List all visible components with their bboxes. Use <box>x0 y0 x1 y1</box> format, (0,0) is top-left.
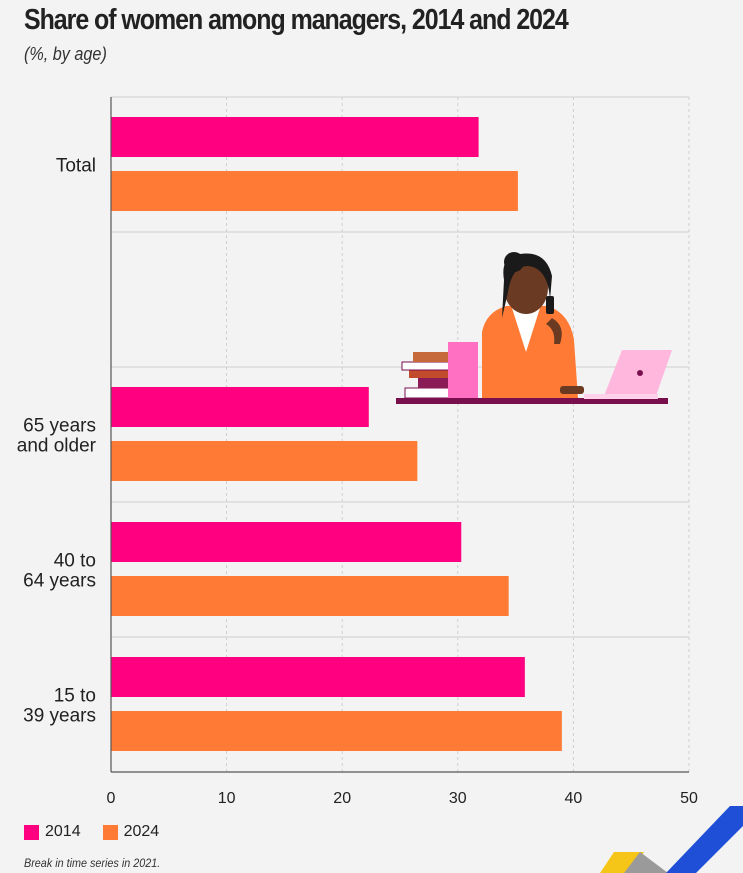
x-tick-label: 0 <box>107 790 116 807</box>
bar-2024 <box>111 441 418 481</box>
bar-2024 <box>111 171 518 211</box>
chart-subtitle: (%, by age) <box>24 44 107 64</box>
woman-on-phone-icon <box>482 252 584 398</box>
legend-label-2014: 2014 <box>45 823 81 840</box>
x-tick-label: 30 <box>449 790 467 807</box>
grid-lines <box>111 96 690 772</box>
bar-2014 <box>111 522 462 562</box>
category-label: 65 years <box>23 416 96 437</box>
legend-label-2024: 2024 <box>123 823 160 840</box>
x-tick-label: 40 <box>565 790 583 807</box>
laptop-icon <box>584 350 672 399</box>
book-stack-icon <box>401 342 478 399</box>
bar-2014 <box>111 657 525 697</box>
bar-2014 <box>111 387 369 427</box>
category-label: 64 years <box>23 571 96 592</box>
category-label: 15 to <box>54 686 96 707</box>
chart-title: Share of women among managers, 2014 and … <box>24 4 569 36</box>
legend-item-2024: 2024 <box>102 823 160 841</box>
category-label: and older <box>17 436 97 457</box>
x-tick-label: 10 <box>218 790 236 807</box>
desk-icon <box>396 398 668 404</box>
legend-item-2014: 2014 <box>24 823 81 841</box>
bars <box>111 117 562 751</box>
category-label: 39 years <box>23 706 96 727</box>
category-label: 40 to <box>54 551 96 572</box>
bar-2024 <box>111 711 562 751</box>
bar-2024 <box>111 576 509 616</box>
x-tick-label: 50 <box>680 790 698 807</box>
x-tick-label: 20 <box>333 790 351 807</box>
corner-logo <box>600 806 743 873</box>
legend-swatch-2014 <box>24 824 39 840</box>
category-label: Total <box>56 156 96 177</box>
chart-legend: 2014 2024 <box>24 823 181 841</box>
bar-2014 <box>111 117 479 157</box>
footnote: Break in time series in 2021. <box>24 856 161 870</box>
woman-manager-at-desk-illustration <box>396 252 672 404</box>
legend-swatch-2024 <box>102 824 118 840</box>
